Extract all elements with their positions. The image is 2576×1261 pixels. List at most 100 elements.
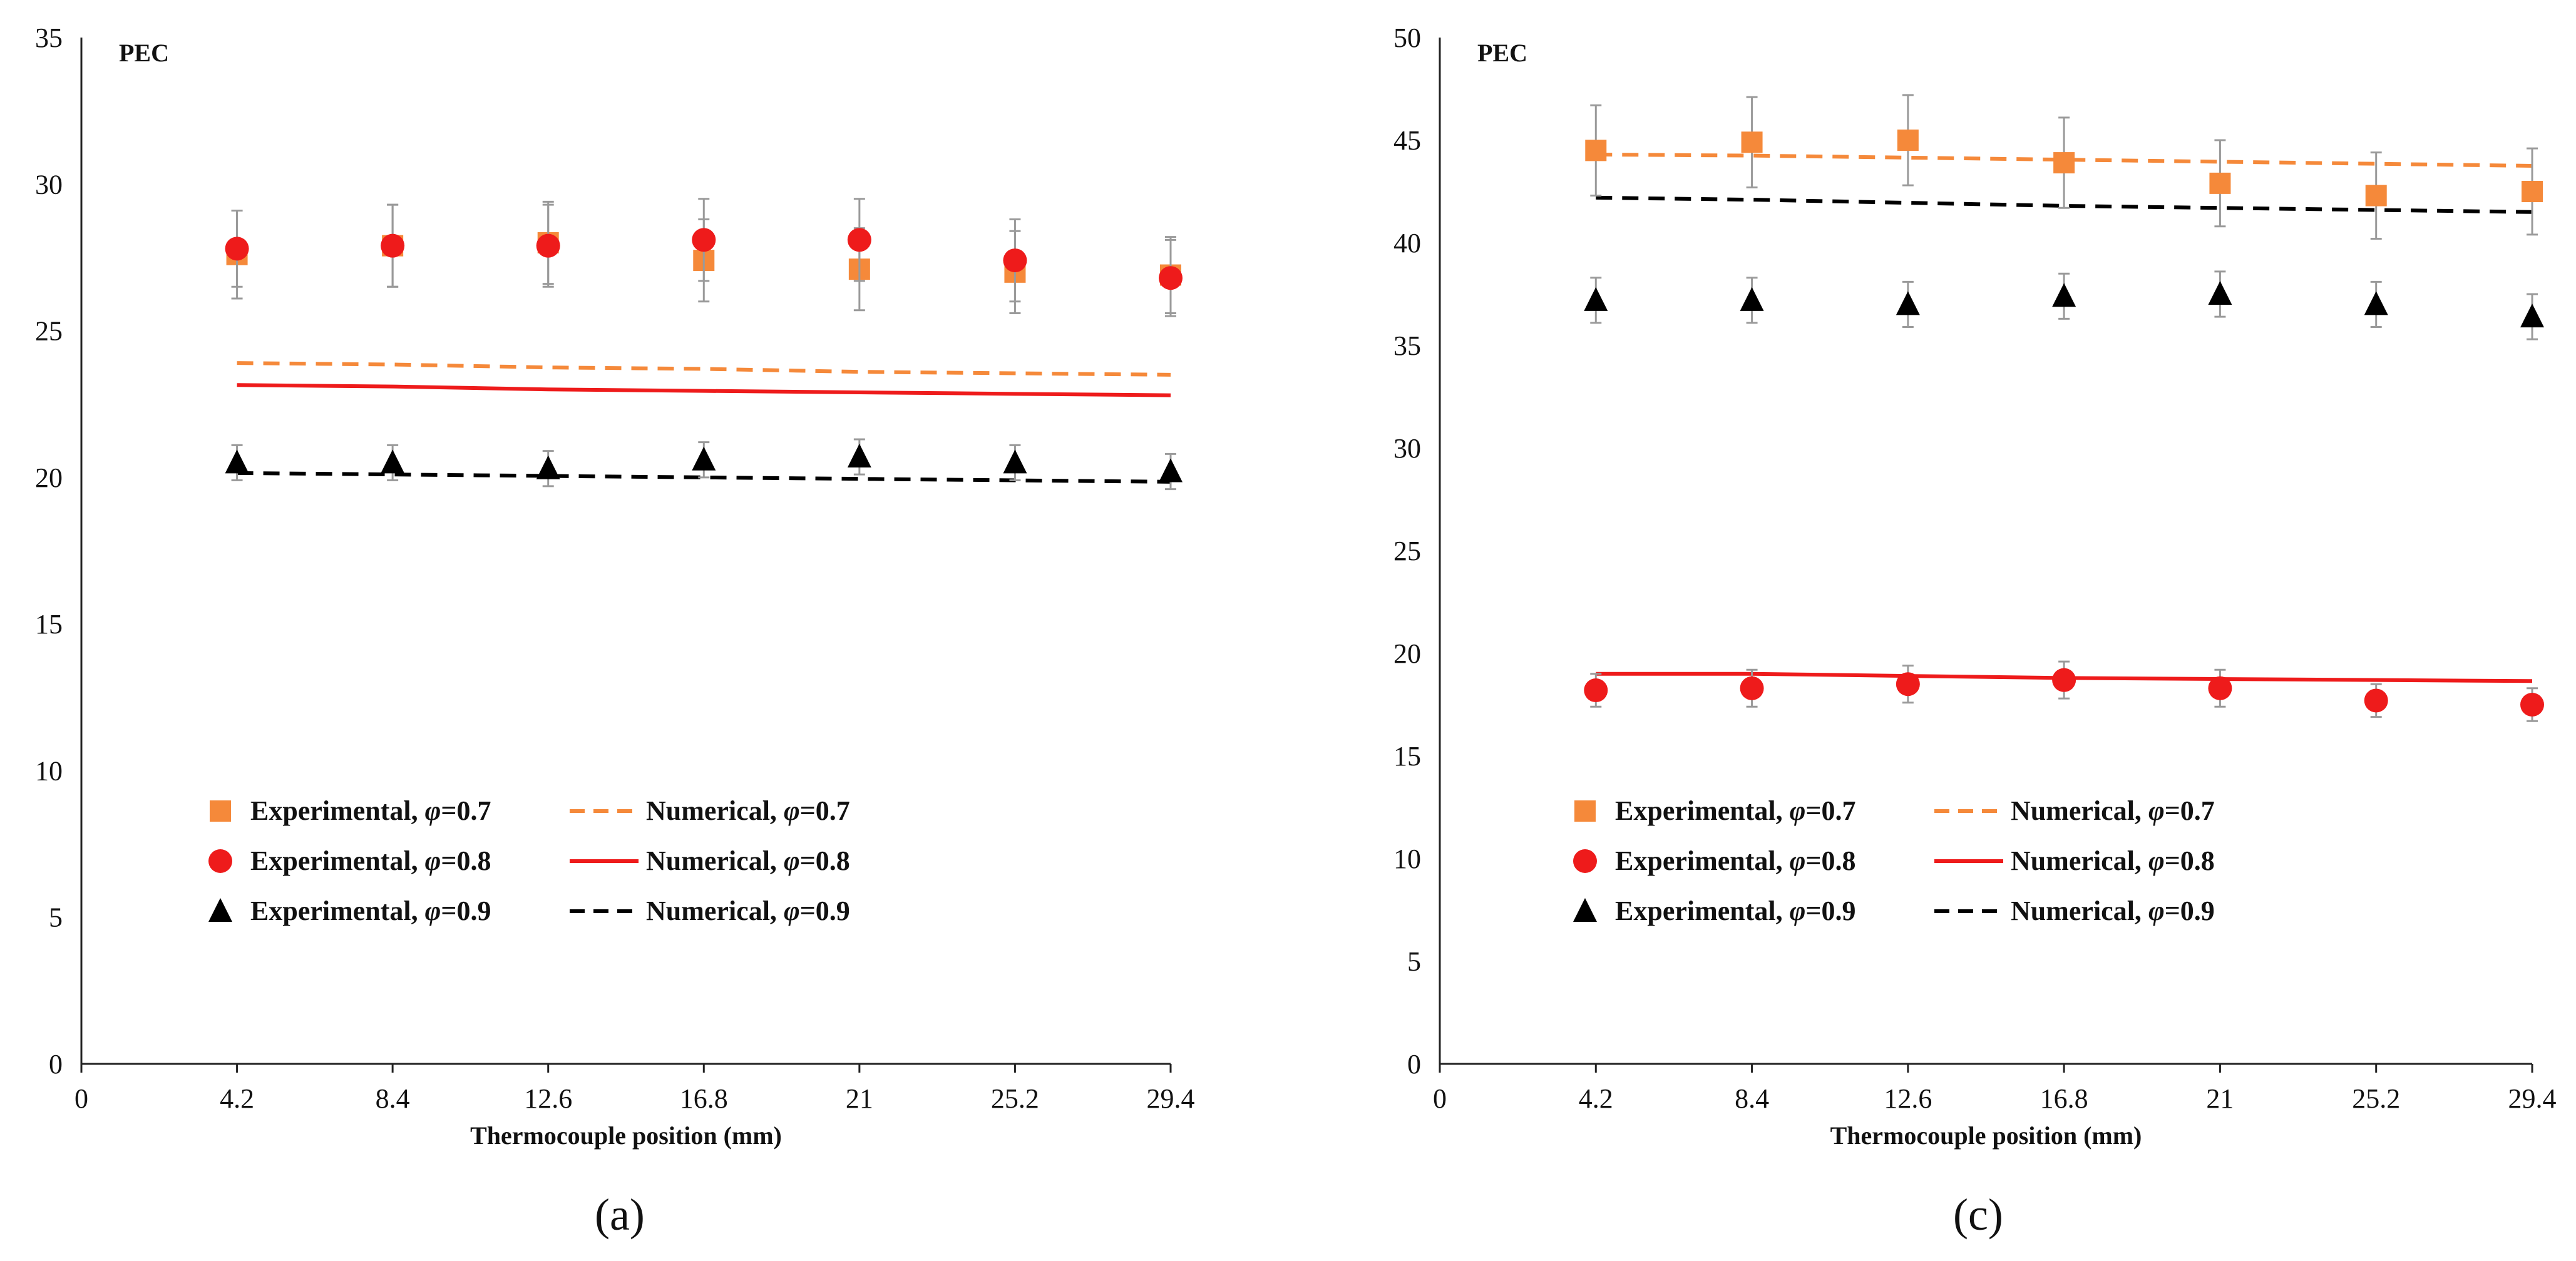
data-point [2520, 693, 2544, 717]
data-point [847, 228, 871, 252]
y-tick-label: 20 [1393, 638, 1421, 669]
y-tick-label: 35 [35, 23, 63, 53]
data-point [692, 228, 716, 252]
y-tick-label: 50 [1393, 23, 1421, 53]
x-tick-label: 4.2 [1579, 1083, 1613, 1114]
data-point [1159, 266, 1183, 290]
y-tick-label: 5 [1407, 946, 1421, 977]
data-point [2209, 172, 2231, 194]
data-point [536, 455, 560, 479]
x-tick-label: 0 [74, 1083, 88, 1114]
data-point [536, 233, 560, 258]
data-point [2520, 304, 2544, 328]
data-point [1159, 458, 1183, 482]
data-point [1584, 678, 1608, 703]
x-tick-label: 16.8 [2040, 1083, 2088, 1114]
data-point [2052, 668, 2076, 692]
x-tick-label: 8.4 [1735, 1083, 1769, 1114]
data-point [1003, 248, 1027, 273]
legend-label: Numerical, φ=0.9 [646, 896, 850, 926]
data-point [1897, 130, 1919, 151]
data-point [1003, 449, 1027, 474]
legend-label: Numerical, φ=0.7 [2011, 795, 2215, 826]
x-tick-label: 21 [846, 1083, 873, 1114]
legend-marker [1574, 800, 1596, 822]
x-tick-label: 4.2 [220, 1083, 254, 1114]
x-tick-label: 29.4 [1147, 1083, 1195, 1114]
legend-label: Experimental, φ=0.7 [1615, 795, 1855, 826]
x-axis-title: Thermocouple position (mm) [1830, 1121, 2142, 1150]
x-tick-label: 29.4 [2508, 1083, 2557, 1114]
y-tick-label: 35 [1393, 330, 1421, 361]
y-tick-label: 10 [1393, 844, 1421, 874]
data-point [847, 444, 871, 468]
data-point [2052, 283, 2076, 307]
legend-label: Numerical, φ=0.7 [646, 795, 850, 826]
legend-label: Experimental, φ=0.8 [1615, 845, 1855, 876]
y-axis-label: PEC [1477, 39, 1527, 67]
x-tick-label: 12.6 [1884, 1083, 1932, 1114]
y-tick-label: 45 [1393, 125, 1421, 156]
chart-panel-a: 0 5 10 15 20 25 30 35 0 4.2 8.4 12.6 16.8 21 25.2 29.4 P… [0, 0, 1290, 1158]
y-tick-label: 10 [35, 755, 63, 786]
data-point [1740, 676, 1764, 700]
legend-marker [208, 849, 232, 873]
data-point [2053, 152, 2075, 174]
data-point [2208, 281, 2232, 305]
y-tick-label: 30 [1393, 433, 1421, 464]
data-point [381, 449, 405, 474]
data-point [381, 233, 405, 258]
legend-label: Numerical, φ=0.8 [646, 845, 850, 876]
x-tick-label: 0 [1433, 1083, 1447, 1114]
legend-marker [1573, 849, 1597, 873]
legend-marker [1573, 898, 1597, 922]
legend-label: Experimental, φ=0.9 [1615, 896, 1855, 926]
chart-panel-c: 0 5 10 15 20 25 30 35 40 45 50 0 4.2 8.4 12.6 16.8 21 25.… [1365, 0, 2576, 1158]
x-tick-label: 25.2 [2352, 1083, 2400, 1114]
data-point [692, 446, 716, 471]
caption-c: (c) [1953, 1190, 2003, 1240]
y-tick-label: 20 [35, 462, 63, 493]
caption-a: (a) [595, 1190, 645, 1240]
x-axis-title: Thermocouple position (mm) [470, 1121, 782, 1150]
data-point [2364, 291, 2388, 315]
y-tick-label: 0 [1407, 1049, 1421, 1080]
y-tick-label: 15 [1393, 741, 1421, 772]
legend-label: Numerical, φ=0.9 [2011, 896, 2215, 926]
y-tick-label: 15 [35, 609, 63, 640]
data-point [1741, 131, 1763, 153]
legend-label: Experimental, φ=0.7 [250, 795, 491, 826]
y-tick-label: 30 [35, 169, 63, 200]
chart-a-svg: 0 5 10 15 20 25 30 35 0 4.2 8.4 12.6 16.8 21 25.2 29.4 P… [35, 23, 1195, 1150]
series-line [237, 383, 1171, 397]
data-point [1896, 672, 1920, 697]
chart-c-svg: 0 5 10 15 20 25 30 35 40 45 50 0 4.2 8.4 12.6 16.8 21 25.… [1393, 23, 2557, 1150]
data-point [2208, 676, 2232, 700]
y-tick-label: 0 [49, 1049, 63, 1080]
data-point [225, 449, 249, 474]
legend-label: Experimental, φ=0.9 [250, 896, 491, 926]
legend-marker [208, 898, 232, 922]
y-tick-label: 40 [1393, 228, 1421, 258]
legend-label: Numerical, φ=0.8 [2011, 845, 2215, 876]
legend-marker [210, 800, 231, 822]
y-axis-label: PEC [119, 39, 169, 67]
data-point [1740, 287, 1764, 311]
data-point [2522, 181, 2543, 202]
data-point [225, 237, 249, 261]
data-point [1584, 287, 1608, 311]
data-point [2364, 688, 2388, 713]
series-line [237, 361, 1171, 377]
x-tick-label: 25.2 [991, 1083, 1039, 1114]
x-tick-label: 21 [2206, 1083, 2234, 1114]
y-tick-label: 25 [1393, 536, 1421, 566]
data-point [1585, 140, 1607, 161]
data-point [2365, 185, 2387, 207]
x-tick-label: 16.8 [680, 1083, 728, 1114]
x-tick-label: 12.6 [524, 1083, 572, 1114]
x-tick-label: 8.4 [376, 1083, 410, 1114]
y-tick-label: 5 [49, 902, 63, 933]
data-point [1896, 291, 1920, 315]
legend-label: Experimental, φ=0.8 [250, 845, 491, 876]
y-tick-label: 25 [35, 316, 63, 347]
